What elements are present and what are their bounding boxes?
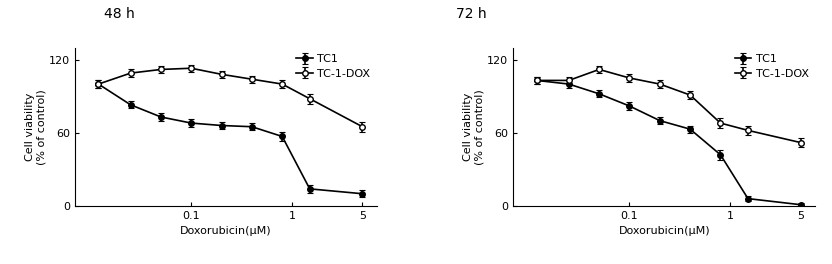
Y-axis label: Cell viability
(% of control): Cell viability (% of control) <box>463 89 484 164</box>
Text: 48 h: 48 h <box>104 7 135 21</box>
Text: 72 h: 72 h <box>456 7 487 21</box>
X-axis label: Doxorubicin(μM): Doxorubicin(μM) <box>618 226 710 236</box>
Legend: TC1, TC-1-DOX: TC1, TC-1-DOX <box>292 50 375 83</box>
Y-axis label: Cell viability
(% of control): Cell viability (% of control) <box>24 89 46 164</box>
X-axis label: Doxorubicin(μM): Doxorubicin(μM) <box>181 226 272 236</box>
Legend: TC1, TC-1-DOX: TC1, TC-1-DOX <box>730 50 813 83</box>
